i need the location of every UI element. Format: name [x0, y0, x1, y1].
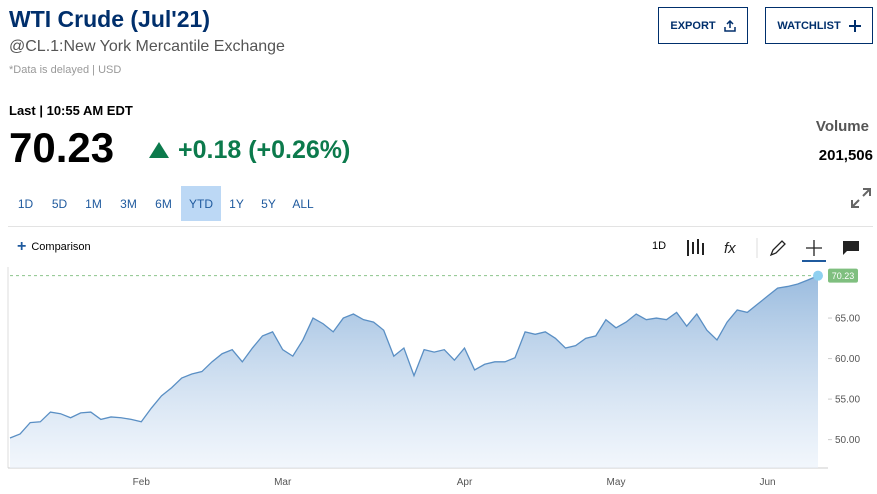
- line: [9, 275, 819, 439]
- plus: +: [17, 238, 27, 255]
- comment-icon[interactable]: [843, 241, 859, 255]
- range-button[interactable]: 5D: [51, 196, 68, 211]
- area: [10, 275, 818, 468]
- toolbar-icons: fx: [687, 238, 859, 262]
- expand-icon[interactable]: [849, 186, 873, 210]
- volume-label: Volume: [815, 118, 869, 135]
- range-button[interactable]: 5Y: [261, 196, 276, 211]
- export-text: EXPORT: [670, 19, 716, 32]
- y-tick-label: 50.00: [835, 435, 860, 446]
- range-button[interactable]: 1D: [17, 196, 34, 211]
- chart: 50.00 55.00 60.00 65.00 Feb Mar Apr May Jun 70.23: [7, 267, 860, 488]
- divider: [8, 226, 873, 227]
- candle-icon[interactable]: [687, 239, 704, 256]
- range-button[interactable]: 1Y: [229, 196, 244, 211]
- range-button[interactable]: 6M: [155, 196, 172, 211]
- last-value-label: 70.23: [832, 271, 855, 281]
- plus-icon: [848, 19, 861, 32]
- watchlist-text: WATCHLIST: [777, 19, 841, 32]
- y-tick-label: 65.00: [835, 314, 860, 325]
- x-tick-label: Feb: [133, 477, 151, 488]
- title: WTI Crude (Jul'21): [9, 6, 210, 32]
- watchlist-button[interactable]: WATCHLIST: [765, 7, 873, 44]
- x-tick-label: Apr: [457, 477, 473, 488]
- range-button[interactable]: 1M: [85, 196, 102, 211]
- change: +0.18 (+0.26%): [178, 136, 351, 164]
- export-icon: [723, 19, 736, 32]
- range-button[interactable]: ALL: [292, 196, 314, 211]
- up-arrow: [149, 142, 169, 158]
- comparison-button[interactable]: + Comparison: [17, 238, 91, 256]
- comparison-text: Comparison: [31, 241, 91, 253]
- range-button[interactable]: YTD: [181, 186, 221, 221]
- interval[interactable]: 1D: [652, 240, 667, 252]
- volume: 201,506: [818, 147, 873, 164]
- delay-note: *Data is delayed | USD: [9, 64, 122, 76]
- exchange: @CL.1:New York Mercantile Exchange: [9, 38, 285, 55]
- y-tick-label: 55.00: [835, 395, 860, 406]
- price: 70.23: [9, 124, 115, 171]
- y-tick-label: 60.00: [835, 354, 860, 365]
- range-button[interactable]: 3M: [120, 196, 137, 211]
- last-point: [813, 270, 823, 281]
- last-label: Last | 10:55 AM EDT: [9, 103, 133, 118]
- x-tick-label: Mar: [274, 477, 292, 488]
- last-value-tag: [828, 268, 858, 283]
- fx-icon[interactable]: fx: [724, 240, 736, 257]
- x-tick-label: May: [607, 477, 626, 488]
- export-button[interactable]: EXPORT: [658, 7, 748, 44]
- x-tick-label: Jun: [759, 477, 775, 488]
- draw-icon[interactable]: [769, 240, 786, 257]
- crosshair-icon[interactable]: [806, 240, 822, 256]
